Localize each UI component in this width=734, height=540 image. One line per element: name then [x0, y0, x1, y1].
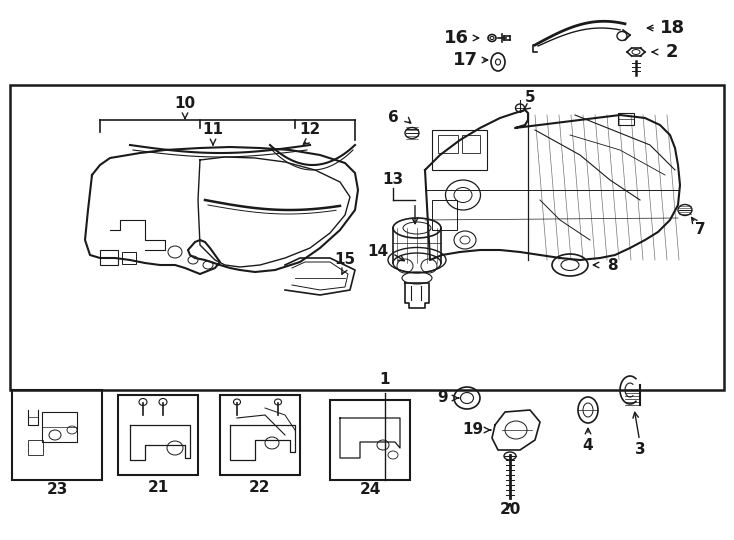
- Text: 17: 17: [452, 51, 478, 69]
- Text: 15: 15: [335, 252, 355, 267]
- Text: 22: 22: [250, 480, 271, 495]
- Bar: [438, 135, 458, 153]
- Text: 1: 1: [379, 373, 390, 388]
- Text: 20: 20: [499, 503, 520, 517]
- Text: 10: 10: [175, 96, 195, 111]
- Text: 2: 2: [666, 43, 678, 61]
- Text: 23: 23: [46, 483, 68, 497]
- Text: 5: 5: [525, 90, 535, 105]
- Bar: [122, 252, 136, 264]
- Bar: [618, 113, 634, 125]
- Bar: [28, 440, 43, 455]
- Text: 11: 11: [203, 123, 223, 138]
- Text: 9: 9: [437, 390, 448, 406]
- Text: 6: 6: [388, 111, 399, 125]
- Bar: [42, 412, 77, 442]
- Bar: [220, 395, 300, 475]
- Bar: [462, 135, 480, 153]
- Text: 12: 12: [299, 123, 321, 138]
- Bar: [118, 395, 198, 475]
- Text: 13: 13: [382, 172, 404, 187]
- Text: 24: 24: [360, 483, 381, 497]
- Text: 7: 7: [694, 222, 705, 238]
- Bar: [432, 130, 487, 170]
- Text: 21: 21: [148, 480, 169, 495]
- Bar: [100, 250, 118, 265]
- Text: 4: 4: [583, 437, 593, 453]
- Bar: [330, 400, 410, 480]
- Bar: [432, 200, 457, 230]
- Text: 8: 8: [607, 258, 617, 273]
- Text: 3: 3: [635, 442, 645, 457]
- Text: 16: 16: [443, 29, 468, 47]
- Text: 14: 14: [368, 245, 388, 260]
- Bar: [10, 85, 724, 390]
- Text: 18: 18: [659, 19, 685, 37]
- Text: 19: 19: [462, 422, 484, 437]
- Bar: [12, 390, 102, 480]
